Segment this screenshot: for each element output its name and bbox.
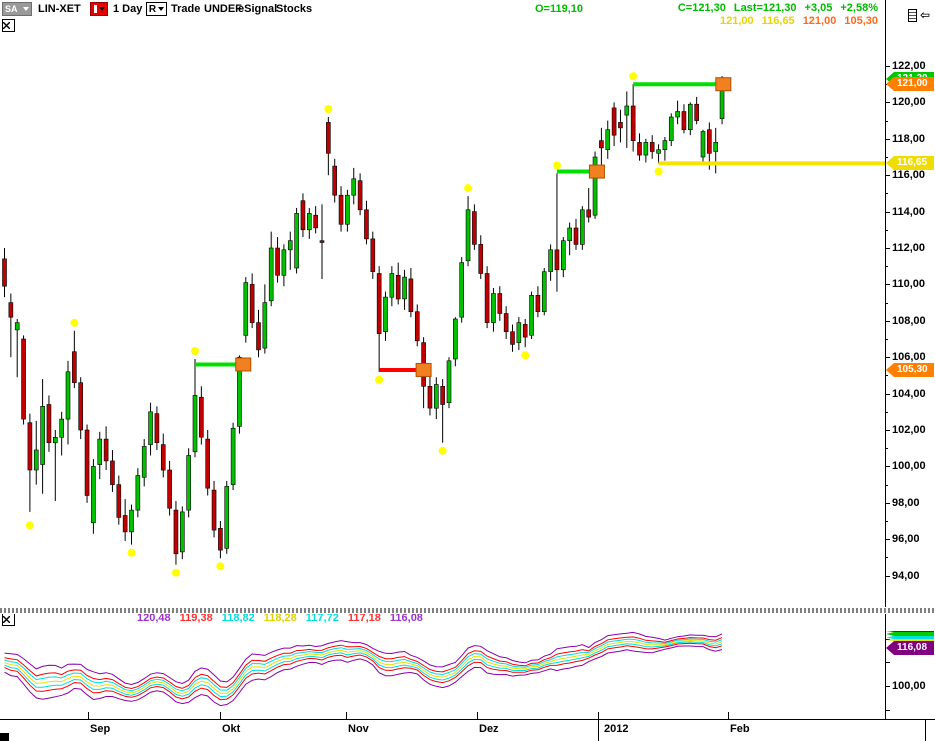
price-axis-border <box>885 0 886 719</box>
price-tag: 116,65 <box>886 156 934 170</box>
axis-corner-divider <box>925 720 926 741</box>
last-quote: Last=121,30 <box>733 2 797 14</box>
indicator-value: 118,28 <box>263 612 297 624</box>
swing-high-value: 121,00 <box>719 15 754 27</box>
open-quote: O=119,10 <box>535 3 584 15</box>
indicator-value: 117,72 <box>305 612 339 624</box>
indicator-tag-stripe <box>886 632 934 637</box>
indicator-tag-stripe <box>886 631 934 633</box>
swing-low-value: 116,65 <box>761 15 795 27</box>
time-axis-label: Okt <box>222 723 241 735</box>
r-label: R <box>148 3 157 15</box>
chart-type-sa-button[interactable]: SA <box>2 2 32 16</box>
price-tag: 121,00 <box>886 77 934 91</box>
page-layout-icon[interactable] <box>908 9 917 22</box>
indicator-value: 120,48 <box>137 612 171 624</box>
quote-line: C=121,30 Last=121,30 +3,05 +2,58% <box>678 2 878 14</box>
esignal-label: eSignal <box>238 3 278 15</box>
time-axis-tick <box>220 712 221 719</box>
indicator-axis-tick <box>885 662 890 663</box>
time-axis-tick <box>88 712 89 719</box>
sa-label: SA <box>5 4 18 14</box>
year-separator-line <box>598 712 599 741</box>
change-quote: +3,05 <box>804 2 833 14</box>
indicator-tag-stripe <box>886 639 934 642</box>
close-icon <box>3 616 10 623</box>
indicator-axis-tick <box>885 686 890 687</box>
time-axis-label: Feb <box>730 723 750 735</box>
candlestick-chart[interactable] <box>0 0 885 607</box>
symbol-label[interactable]: LIN-XET <box>38 3 81 15</box>
indicator-value: 119,38 <box>179 612 213 624</box>
close-quote: C=121,30 <box>677 2 726 14</box>
chevron-down-icon <box>23 7 29 11</box>
signal-values-line: 121,00 116,65 121,00 105,30 <box>720 15 878 27</box>
time-axis-label: Dez <box>479 723 499 735</box>
scrollbar-corner <box>0 733 9 741</box>
indicator-price-tag: 116,08 <box>886 641 934 656</box>
time-axis-tick <box>346 712 347 719</box>
price-tag: 105,30 <box>886 363 934 377</box>
stocks-label: Stocks <box>276 3 313 15</box>
indicator-axis-tick <box>885 710 890 711</box>
interval-label[interactable]: 1 Day <box>113 3 143 15</box>
close-icon <box>3 22 10 29</box>
time-axis-tick <box>728 712 729 719</box>
bar-chart-icon <box>93 5 97 13</box>
indicator-ribbon-chart[interactable] <box>0 612 885 719</box>
bar-style-button[interactable] <box>90 2 108 16</box>
indicator-axis-label: 100,00 <box>892 680 926 692</box>
indicator-value: 116,08 <box>389 612 423 624</box>
time-axis[interactable]: Sep Okt Nov Dez 2012 Feb <box>0 700 935 741</box>
cursor-arrow-icon: ⇦ <box>920 8 931 22</box>
time-axis-label: 2012 <box>604 723 629 735</box>
indicator-values-row: 120,48 119,38 118,82 118,28 117,72 117,18 116,… <box>137 612 423 624</box>
panel-splitter[interactable] <box>0 607 935 614</box>
indicator-value: 118,82 <box>221 612 255 624</box>
time-axis-label: Sep <box>90 723 111 735</box>
undef-label: UNDEF <box>204 3 242 15</box>
indicator-tag-stripe <box>886 636 934 640</box>
close-main-chart-button[interactable] <box>2 19 15 32</box>
indicator-axis-tick <box>885 639 890 640</box>
r-session-button[interactable]: R <box>146 2 167 16</box>
time-axis-border <box>0 719 935 720</box>
change-pct-quote: +2,58% <box>840 2 878 14</box>
trade-label[interactable]: Trade <box>171 3 201 15</box>
short-entry-value: 105,30 <box>844 15 878 27</box>
chevron-down-icon <box>98 7 105 11</box>
time-axis-label: Nov <box>348 723 369 735</box>
time-axis-tick <box>477 712 478 719</box>
long-entry-value: 121,00 <box>802 15 837 27</box>
chevron-down-icon <box>158 7 165 11</box>
indicator-axis[interactable]: 100,00 116,08 <box>0 612 935 719</box>
indicator-value: 117,18 <box>347 612 381 624</box>
